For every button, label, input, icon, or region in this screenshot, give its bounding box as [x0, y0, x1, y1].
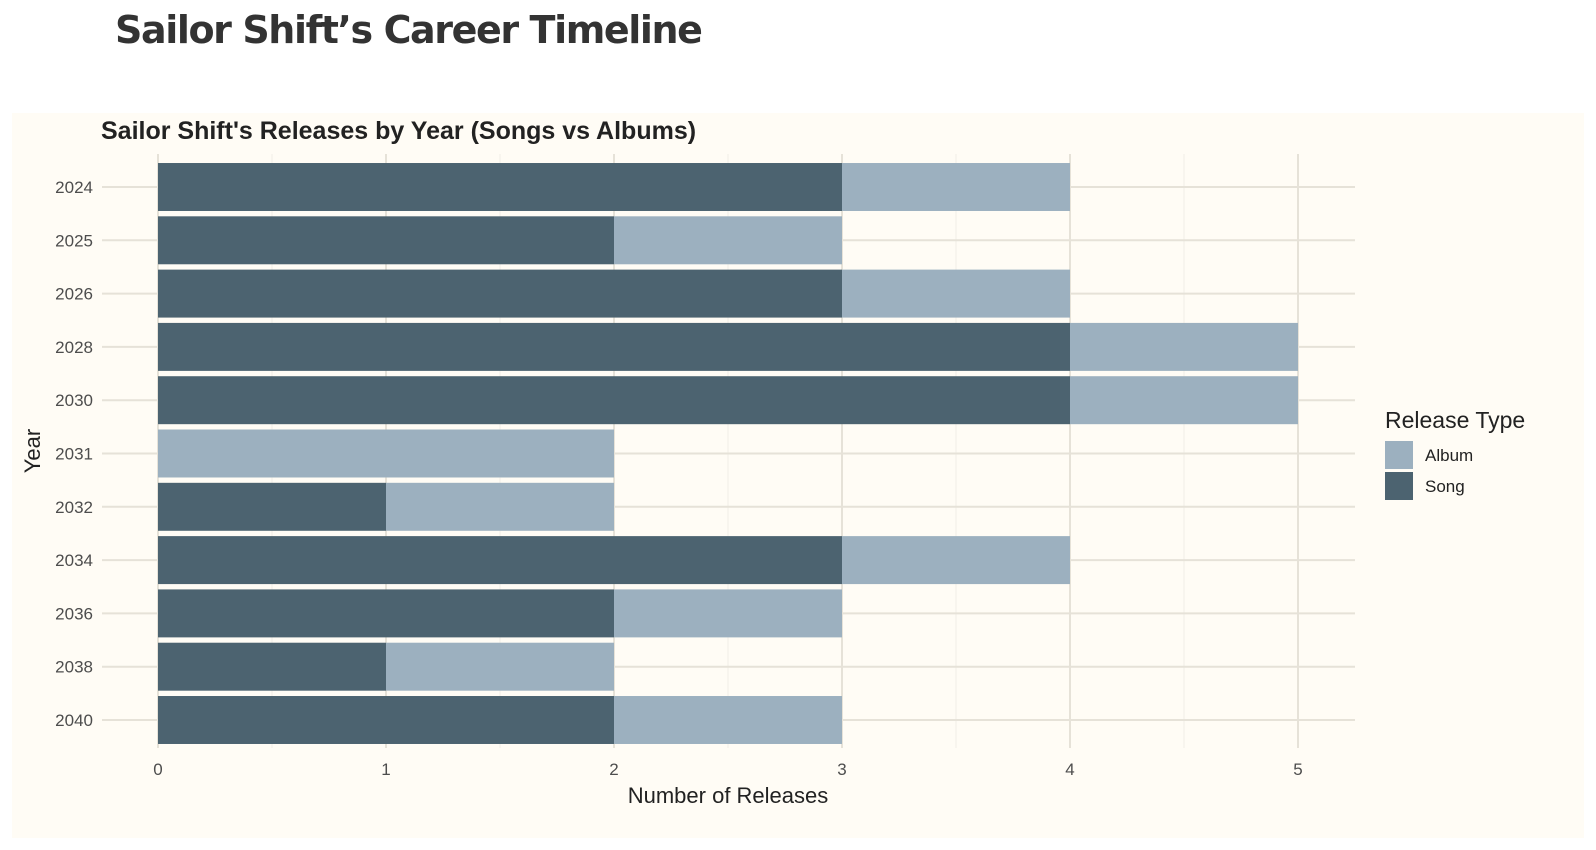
bar-song-2028 — [158, 322, 1070, 371]
x-tick-label: 3 — [837, 760, 846, 779]
bar-song-2040 — [158, 696, 614, 744]
y-tick-label: 2024 — [55, 178, 93, 197]
y-tick-label: 2034 — [55, 551, 93, 570]
bar-song-2038 — [158, 642, 386, 691]
y-axis-title: Year — [20, 429, 45, 473]
bar-song-2032 — [158, 482, 386, 531]
x-tick-label: 1 — [381, 760, 390, 779]
x-axis-title: Number of Releases — [628, 783, 829, 808]
y-tick-label: 2030 — [55, 391, 93, 410]
legend-title: Release Type — [1385, 407, 1525, 433]
y-tick-label: 2031 — [55, 445, 93, 464]
bar-album-2036 — [614, 589, 842, 638]
y-tick-label: 2040 — [55, 711, 93, 730]
x-tick-label: 0 — [153, 760, 162, 779]
bar-song-2024 — [158, 163, 842, 211]
y-tick-label: 2026 — [55, 285, 93, 304]
bar-album-2040 — [614, 696, 842, 744]
bar-song-2034 — [158, 536, 842, 585]
y-tick-label: 2028 — [55, 338, 93, 357]
bar-album-2026 — [842, 269, 1070, 318]
bar-song-2026 — [158, 269, 842, 318]
bar-album-2024 — [842, 163, 1070, 211]
legend-label-album: Album — [1425, 446, 1473, 465]
y-tick-label: 2032 — [55, 498, 93, 517]
legend-swatch-album — [1385, 441, 1413, 469]
chart-title: Sailor Shift's Releases by Year (Songs v… — [101, 117, 696, 145]
y-tick-label: 2038 — [55, 658, 93, 677]
legend-swatch-song — [1385, 472, 1413, 500]
bar-album-2038 — [386, 642, 614, 691]
y-tick-label: 2025 — [55, 231, 93, 250]
legend-label-song: Song — [1425, 477, 1465, 496]
bar-song-2036 — [158, 589, 614, 638]
bar-album-2030 — [1070, 376, 1298, 425]
bar-album-2034 — [842, 536, 1070, 585]
bar-album-2031 — [158, 429, 614, 478]
x-tick-label: 5 — [1293, 760, 1302, 779]
bar-album-2025 — [614, 216, 842, 265]
bar-album-2028 — [1070, 322, 1298, 371]
x-tick-label: 4 — [1065, 760, 1074, 779]
x-tick-label: 2 — [609, 760, 618, 779]
bar-album-2032 — [386, 482, 614, 531]
y-tick-label: 2036 — [55, 604, 93, 623]
bar-song-2030 — [158, 376, 1070, 425]
bar-song-2025 — [158, 216, 614, 265]
page-title: Sailor Shift’s Career Timeline — [115, 8, 703, 52]
